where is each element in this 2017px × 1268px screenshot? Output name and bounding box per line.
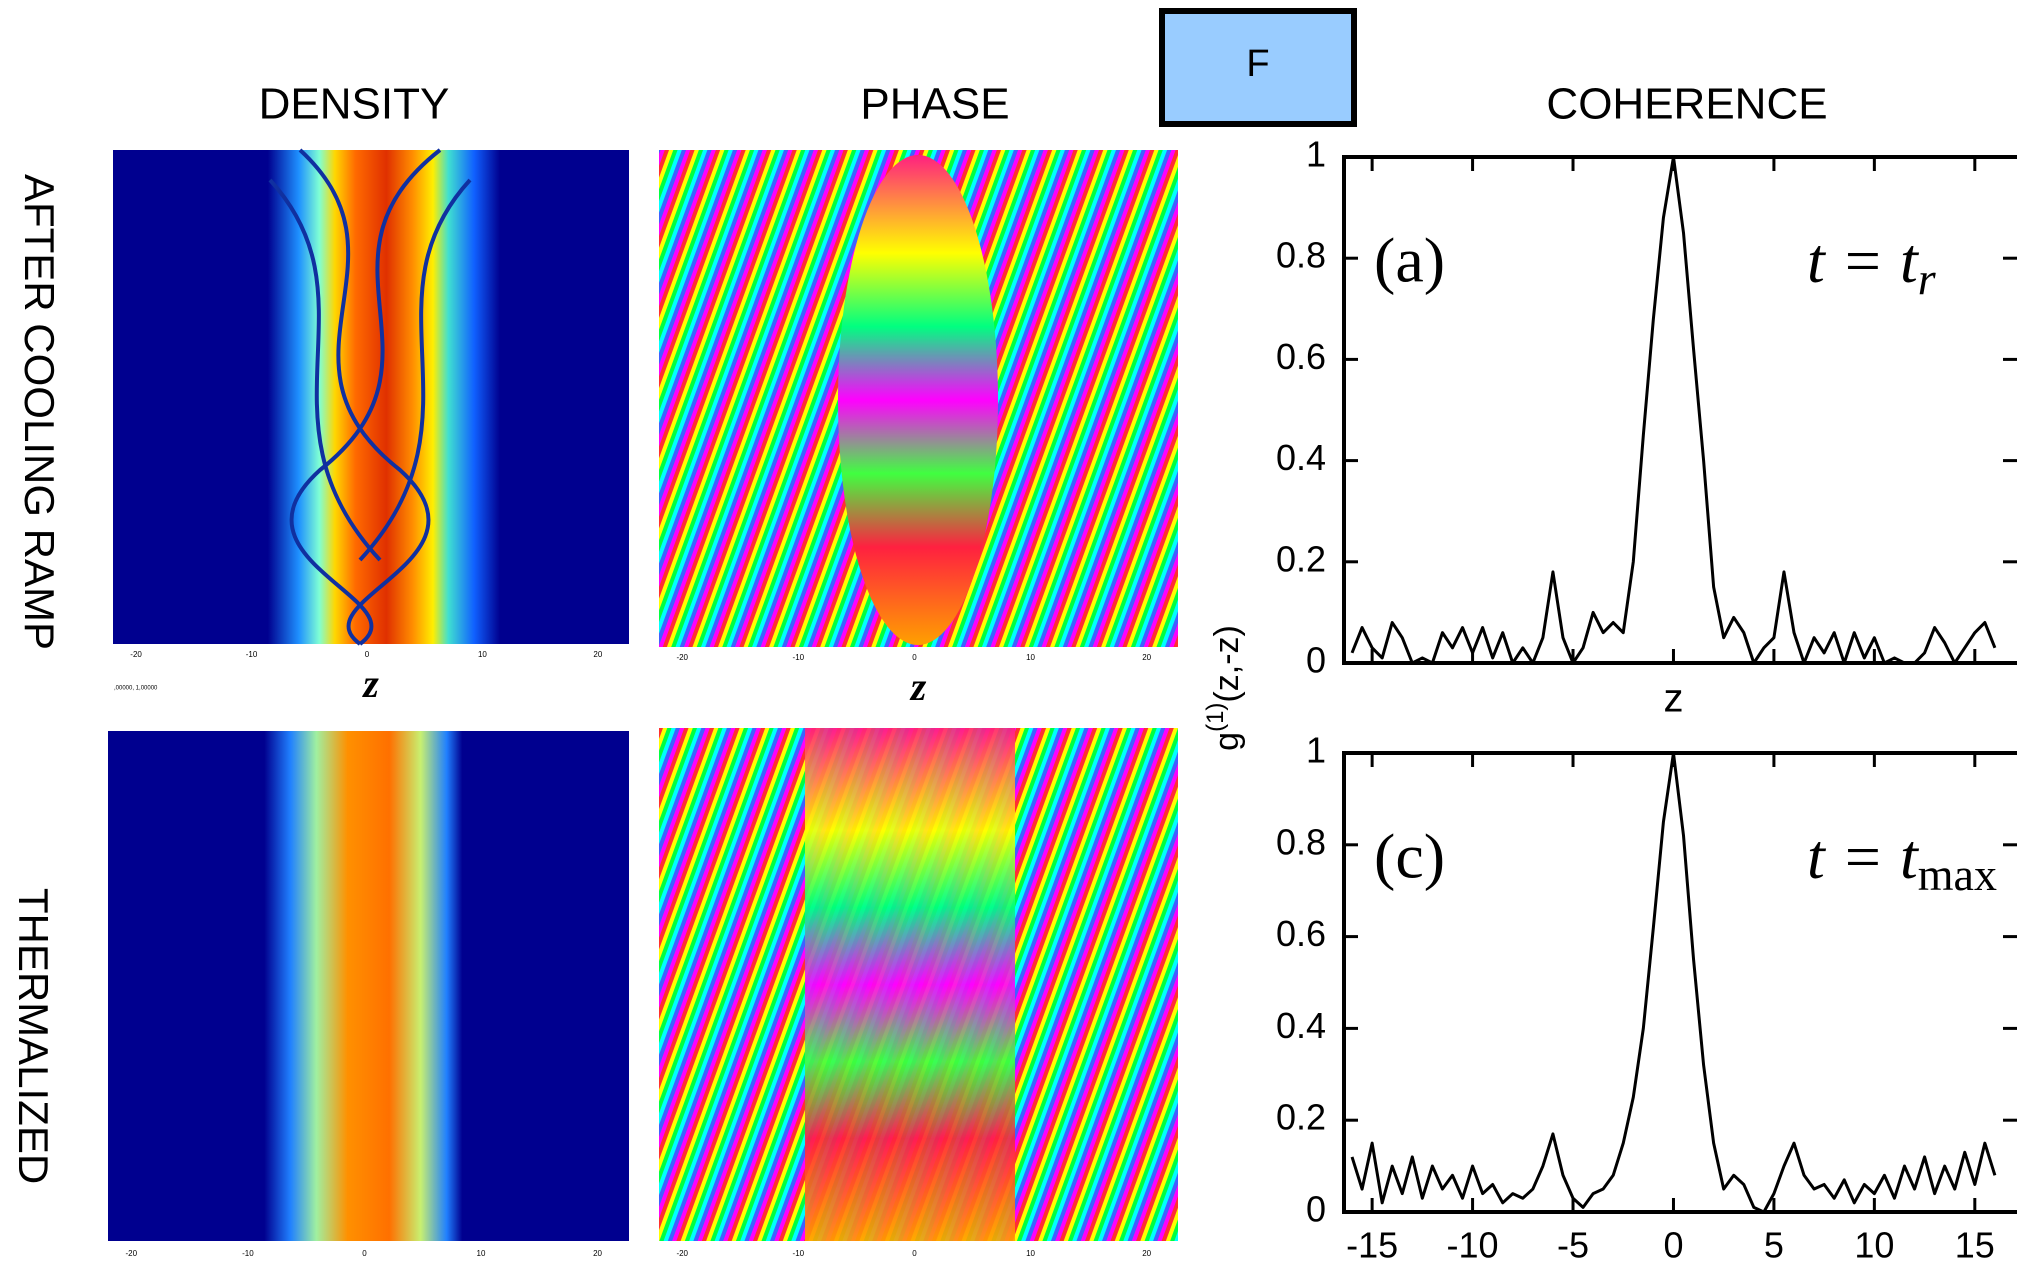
image-tick-label: -10 <box>242 1249 254 1258</box>
image-tick-label: 20 <box>593 650 602 659</box>
y-tick-label: 0 <box>1306 1189 1326 1230</box>
ylabel-sup: (1) <box>1202 703 1229 732</box>
y-tick-label: 0.8 <box>1276 235 1326 276</box>
panel-title: DENSITY <box>259 80 450 129</box>
x-tick-label: -5 <box>1557 1225 1589 1263</box>
image-tick-label: 0 <box>362 1249 367 1258</box>
y-tick-label: 0.6 <box>1276 913 1326 954</box>
image-tick-label: 0 <box>912 653 917 662</box>
image-tick-label: -10 <box>793 653 805 662</box>
image-x-label: z <box>909 664 927 709</box>
panel-title: COHERENCE <box>1546 80 1827 129</box>
image-tick-label: 20 <box>593 1249 602 1258</box>
image-tick-label: -20 <box>130 650 142 659</box>
density-image <box>108 731 629 1241</box>
button-label[interactable]: F <box>1246 43 1269 85</box>
data-line <box>1350 751 1997 1214</box>
row-label: THERMALIZED <box>10 888 57 1184</box>
x-tick-label: 5 <box>1764 1225 1784 1263</box>
y-tick-label: 0.4 <box>1276 437 1326 478</box>
image-tick-label: -20 <box>126 1249 138 1258</box>
button[interactable] <box>1159 8 1357 127</box>
phase-core <box>838 155 998 645</box>
image-tick-label: 0 <box>912 1249 917 1258</box>
x-tick-label: -15 <box>1346 1225 1398 1263</box>
image-tick-label: 10 <box>1026 1249 1035 1258</box>
image-tick-label: -20 <box>676 653 688 662</box>
annotation-text: t = t <box>1807 225 1920 296</box>
y-tick-label: 0.6 <box>1276 336 1326 377</box>
image-tick-label: -10 <box>246 650 258 659</box>
annotation-text: t = t <box>1807 821 1920 892</box>
ylabel-base: g <box>1208 732 1246 751</box>
y-tick-label: 0.8 <box>1276 821 1326 862</box>
row-label: AFTER COOLING RAMP <box>16 174 63 650</box>
density-image <box>113 150 629 644</box>
x-tick-label: 10 <box>1854 1225 1894 1263</box>
image-tick-label: -20 <box>676 1249 688 1258</box>
data-line <box>1350 155 1997 665</box>
y-tick-label: 1 <box>1306 730 1326 771</box>
image-tick-label: -10 <box>793 1249 805 1258</box>
y-tick-label: 0.4 <box>1276 1005 1326 1046</box>
image-tick-label: 20 <box>1142 1249 1151 1258</box>
annotation-sub: r <box>1918 253 1937 304</box>
image-tick-label: 10 <box>478 650 487 659</box>
image-tick-label: 20 <box>1142 653 1151 662</box>
image-tick-label: 10 <box>1026 653 1035 662</box>
phase-core <box>805 728 1015 1241</box>
panel-title: PHASE <box>860 80 1009 129</box>
y-tick-label: 0 <box>1306 640 1326 681</box>
image-tick-label: 0 <box>365 650 370 659</box>
y-axis-label: g(1)(z,-z) <box>1202 625 1246 751</box>
x-tick-label: 15 <box>1955 1225 1995 1263</box>
annotation-sub: max <box>1918 849 1997 900</box>
soliton-lines <box>268 148 472 646</box>
annotation: t = tr <box>1807 225 1937 304</box>
panel-label: (a) <box>1374 225 1445 296</box>
y-tick-label: 0.2 <box>1276 1097 1326 1138</box>
scale-note: ,00000, 1,00000 <box>114 686 158 692</box>
plot-frame <box>1342 751 2017 1214</box>
image-tick-label: 10 <box>477 1249 486 1258</box>
plot-frame <box>1342 155 2017 665</box>
x-tick-label: 0 <box>1663 1225 1683 1263</box>
ylabel-rest: (z,-z) <box>1208 625 1246 702</box>
y-tick-label: 0.2 <box>1276 538 1326 579</box>
x-axis-label: z <box>1663 677 1683 721</box>
x-tick-label: -10 <box>1447 1225 1499 1263</box>
image-x-label: z <box>361 661 379 706</box>
panel-label: (c) <box>1374 821 1445 892</box>
y-tick-label: 1 <box>1306 134 1326 175</box>
annotation: t = tmax <box>1807 821 1997 900</box>
